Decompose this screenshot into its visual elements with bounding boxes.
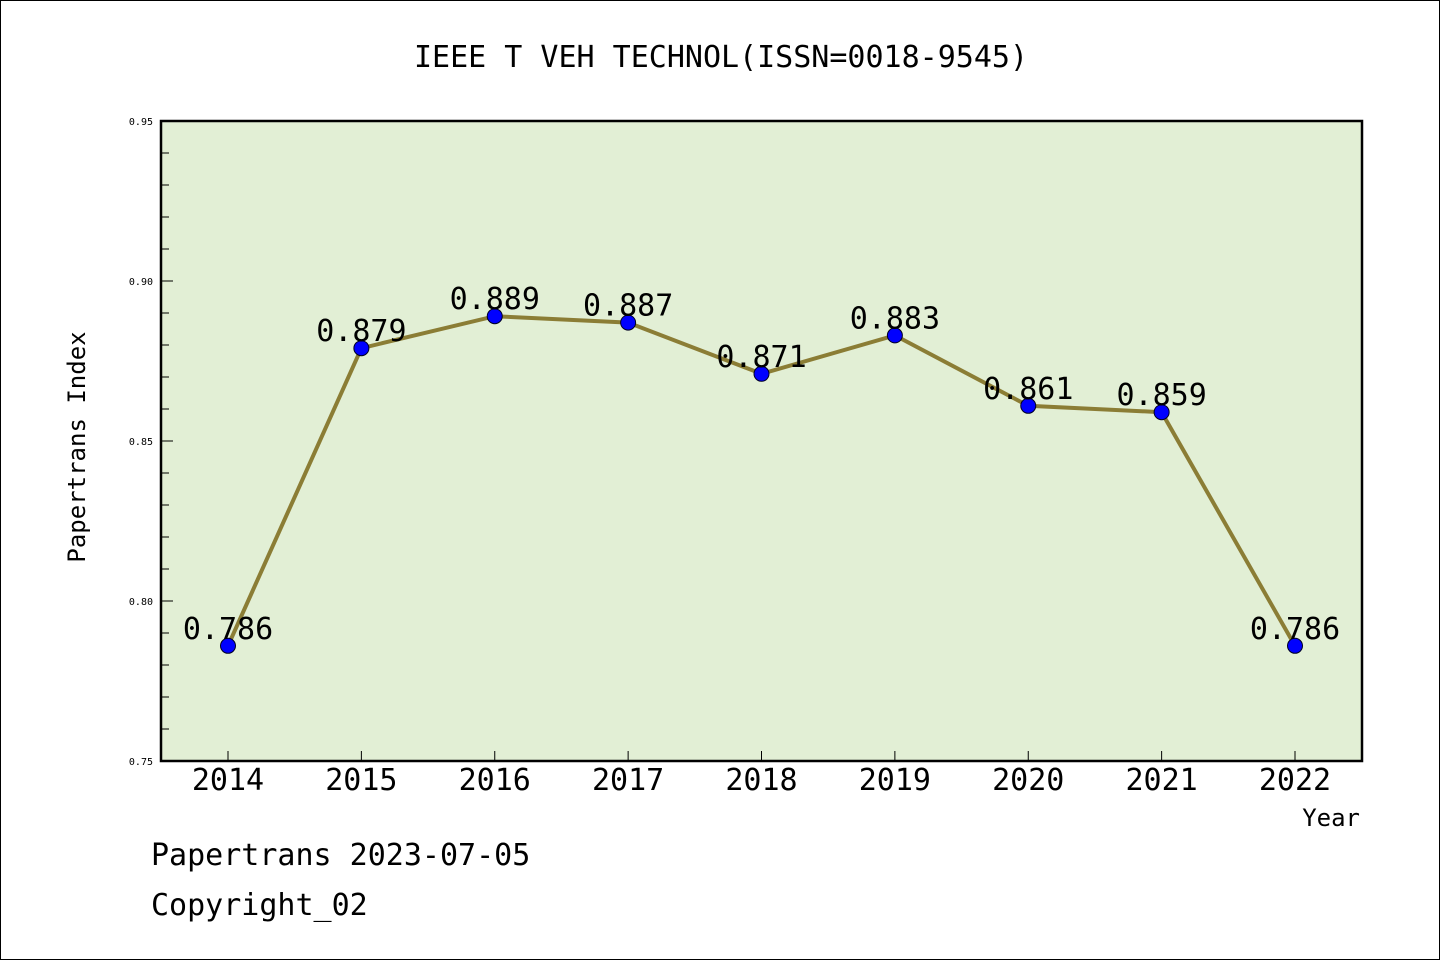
x-tick-label: 2021 [1126,763,1198,798]
y-axis-label: Papertrans Index [63,331,91,562]
x-tick-label: 2017 [592,763,664,798]
data-label: 0.786 [183,612,273,647]
data-point [353,340,370,357]
y-minor-ticks [161,152,169,730]
x-tick-label: 2016 [459,763,531,798]
chart-title: IEEE T VEH TECHNOL(ISSN=0018-9545) [414,40,1028,75]
x-axis-ticks: 2014 2015 2016 2017 2018 2019 2020 2021 2022 [192,751,1331,798]
y-tick-label: 0.90 [129,277,153,288]
data-label: 0.889 [450,282,540,317]
x-tick-label: 2019 [859,763,931,798]
data-point [1287,637,1303,654]
data-point [1153,404,1170,421]
y-axis-ticks: 0.75 0.80 0.85 0.90 0.95 [129,117,173,768]
data-point [886,327,903,344]
y-tick-label: 0.85 [129,437,153,448]
data-label: 0.861 [983,372,1073,407]
x-tick-label: 2015 [325,763,397,798]
x-tick-label: 2014 [192,763,264,798]
footer-date: Papertrans 2023-07-05 [151,838,530,873]
x-tick-label: 2022 [1259,763,1331,798]
data-label: 0.887 [583,289,673,324]
data-point [1020,397,1037,414]
data-label: 0.786 [1250,612,1340,647]
data-label: 0.871 [716,340,806,375]
y-tick-label: 0.80 [129,597,153,608]
x-tick-label: 2020 [992,763,1064,798]
data-markers [220,308,1303,654]
data-label: 0.859 [1116,378,1206,413]
x-tick-label: 2018 [725,763,797,798]
y-tick-label: 0.95 [129,117,153,128]
data-labels: 0.786 0.879 0.889 0.887 0.871 0.883 0.861 0.859… [183,282,1340,647]
data-point [620,314,637,331]
x-axis-label: Year [1302,804,1360,832]
data-label: 0.879 [316,314,406,349]
plot-area [159,119,1364,763]
y-tick-label: 0.75 [129,757,153,768]
data-point [486,308,503,325]
data-label: 0.883 [850,301,940,336]
data-point [753,365,770,382]
footer-copyright: Copyright_02 [151,888,368,923]
data-point [220,637,236,654]
